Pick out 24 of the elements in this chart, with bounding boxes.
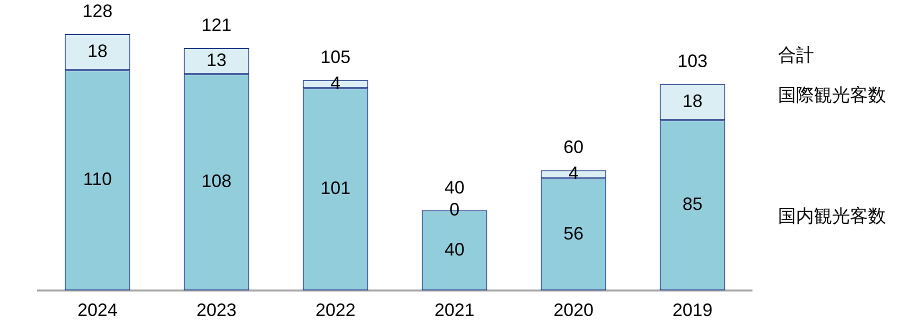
total-label: 121 <box>201 15 232 36</box>
total-label: 103 <box>677 51 708 72</box>
total-label: 40 <box>444 177 465 198</box>
text: 国際観光客数 <box>778 85 886 106</box>
x-tick-label: 2022 <box>315 300 356 320</box>
data-label: 108 <box>201 171 232 192</box>
x-tick-label: 2023 <box>196 300 237 320</box>
data-label: 13 <box>206 50 227 70</box>
data-label: 18 <box>87 41 108 62</box>
x-tick-label: 2020 <box>553 300 594 320</box>
data-label: 56 <box>563 223 584 244</box>
total-label: 105 <box>320 47 351 68</box>
x-tick-label: 2024 <box>77 300 118 320</box>
data-label: 101 <box>320 178 351 198</box>
text: 国内観光客数 <box>778 206 886 226</box>
total-label: 60 <box>563 137 584 158</box>
data-label: 18 <box>682 91 703 112</box>
x-tick-label: 2021 <box>434 300 475 320</box>
total-label: 128 <box>82 1 113 22</box>
data-label: 40 <box>444 239 465 260</box>
x-tick-label: 2019 <box>672 300 713 320</box>
data-label: 85 <box>682 194 703 214</box>
text: 合計 <box>778 45 814 66</box>
data-label: 110 <box>83 169 112 190</box>
